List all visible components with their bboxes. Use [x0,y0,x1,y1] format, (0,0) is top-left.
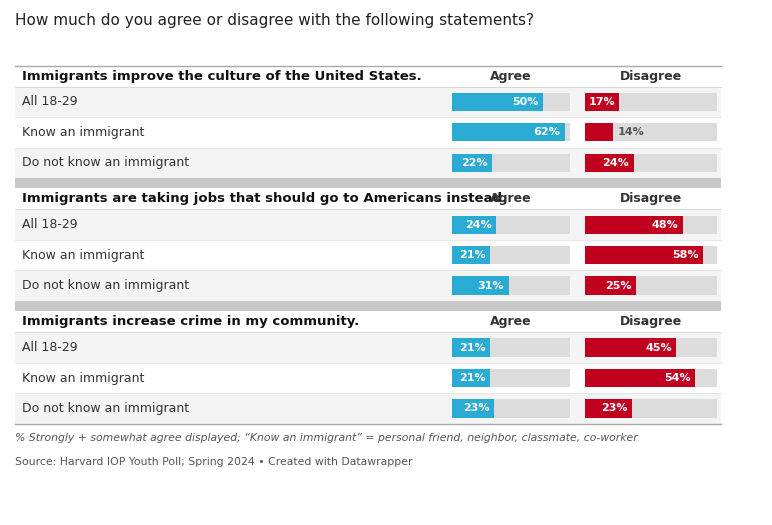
Text: 50%: 50% [512,97,539,107]
FancyBboxPatch shape [584,339,676,356]
Text: 45%: 45% [645,342,672,353]
FancyBboxPatch shape [584,154,717,172]
Text: Source: Harvard IOP Youth Poll; Spring 2024 • Created with Datawrapper: Source: Harvard IOP Youth Poll; Spring 2… [15,457,412,467]
FancyBboxPatch shape [584,369,717,387]
FancyBboxPatch shape [452,154,493,172]
FancyBboxPatch shape [15,188,721,209]
FancyBboxPatch shape [452,400,570,417]
Text: 25%: 25% [604,280,631,291]
Text: 24%: 24% [465,219,492,230]
FancyBboxPatch shape [584,277,717,295]
FancyBboxPatch shape [452,246,570,264]
Text: Know an immigrant: Know an immigrant [22,372,144,384]
FancyBboxPatch shape [15,148,721,178]
FancyBboxPatch shape [584,246,717,264]
FancyBboxPatch shape [452,369,490,387]
Text: Immigrants improve the culture of the United States.: Immigrants improve the culture of the Un… [22,70,422,82]
Text: Disagree: Disagree [620,316,682,328]
FancyBboxPatch shape [15,87,721,117]
FancyBboxPatch shape [452,369,570,387]
Text: 62%: 62% [533,127,560,138]
FancyBboxPatch shape [452,93,543,111]
FancyBboxPatch shape [15,393,721,424]
Text: % Strongly + somewhat agree displayed; “Know an immigrant” = personal friend, ne: % Strongly + somewhat agree displayed; “… [15,433,638,443]
FancyBboxPatch shape [452,277,570,295]
FancyBboxPatch shape [15,363,721,393]
Text: 54%: 54% [664,373,690,383]
Text: Immigrants increase crime in my community.: Immigrants increase crime in my communit… [22,316,359,328]
Text: Immigrants are taking jobs that should go to Americans instead.: Immigrants are taking jobs that should g… [22,193,507,205]
Text: 23%: 23% [463,403,489,414]
FancyBboxPatch shape [584,246,703,264]
FancyBboxPatch shape [584,400,631,417]
FancyBboxPatch shape [452,123,570,141]
FancyBboxPatch shape [452,277,509,295]
FancyBboxPatch shape [584,216,717,234]
FancyBboxPatch shape [452,123,564,141]
Text: All 18-29: All 18-29 [22,341,78,354]
FancyBboxPatch shape [15,332,721,363]
Text: Do not know an immigrant: Do not know an immigrant [22,279,189,292]
FancyBboxPatch shape [452,216,570,234]
FancyBboxPatch shape [584,93,619,111]
Text: Agree: Agree [490,193,532,205]
FancyBboxPatch shape [15,66,721,87]
Text: 23%: 23% [601,403,627,414]
Text: 48%: 48% [652,219,678,230]
Text: Disagree: Disagree [620,193,682,205]
Text: 21%: 21% [459,373,486,383]
Text: How much do you agree or disagree with the following statements?: How much do you agree or disagree with t… [15,13,533,28]
Text: Disagree: Disagree [620,70,682,82]
FancyBboxPatch shape [452,400,494,417]
FancyBboxPatch shape [584,277,635,295]
Text: 17%: 17% [588,97,615,107]
Text: All 18-29: All 18-29 [22,218,78,231]
Text: 58%: 58% [672,250,699,260]
Text: Know an immigrant: Know an immigrant [22,249,144,261]
FancyBboxPatch shape [15,209,721,240]
FancyBboxPatch shape [15,178,721,188]
FancyBboxPatch shape [452,339,570,356]
FancyBboxPatch shape [584,93,717,111]
Text: Agree: Agree [490,316,532,328]
FancyBboxPatch shape [452,339,490,356]
FancyBboxPatch shape [584,154,634,172]
Text: 24%: 24% [602,158,629,168]
FancyBboxPatch shape [452,154,570,172]
FancyBboxPatch shape [584,369,695,387]
FancyBboxPatch shape [452,93,570,111]
FancyBboxPatch shape [584,339,717,356]
Text: 31%: 31% [478,280,504,291]
Text: 21%: 21% [459,342,486,353]
FancyBboxPatch shape [15,311,721,332]
Text: Know an immigrant: Know an immigrant [22,126,144,139]
Text: All 18-29: All 18-29 [22,96,78,108]
FancyBboxPatch shape [15,240,721,270]
Text: 14%: 14% [618,127,645,138]
FancyBboxPatch shape [452,216,496,234]
Text: Do not know an immigrant: Do not know an immigrant [22,402,189,415]
FancyBboxPatch shape [584,123,613,141]
Text: 21%: 21% [459,250,486,260]
FancyBboxPatch shape [584,400,717,417]
FancyBboxPatch shape [15,117,721,148]
Text: 22%: 22% [461,158,488,168]
FancyBboxPatch shape [584,216,682,234]
FancyBboxPatch shape [15,270,721,301]
FancyBboxPatch shape [15,301,721,311]
Text: Do not know an immigrant: Do not know an immigrant [22,156,189,169]
Text: Agree: Agree [490,70,532,82]
FancyBboxPatch shape [584,123,717,141]
FancyBboxPatch shape [452,246,490,264]
